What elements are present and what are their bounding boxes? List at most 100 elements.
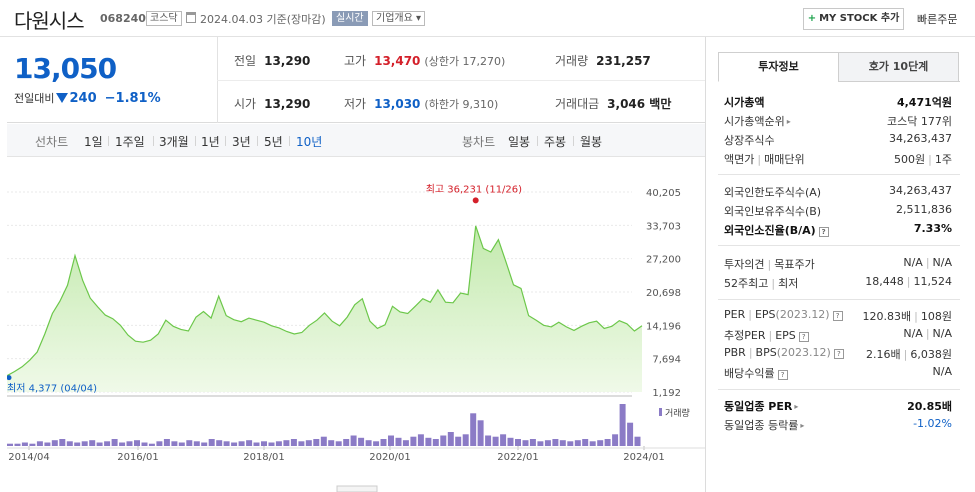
price-summary: 13,050 전일대비 240 −1.81% 전일 13,290 고가 13,470 (상… [7, 37, 705, 123]
upper-limit: (상한가 17,270) [424, 55, 506, 68]
volume-bar [335, 441, 342, 446]
tab-1d[interactable]: 1일 [84, 135, 103, 149]
volume-bar [537, 441, 544, 446]
divider [108, 136, 109, 146]
volume-bar [373, 441, 380, 446]
tab-investment-info[interactable]: 투자정보 [718, 52, 839, 82]
volume-bar [59, 439, 66, 446]
plus-icon: + [807, 13, 817, 24]
foreign-ratio-label: 외국인소진율(B/A)? [724, 222, 829, 238]
add-my-stock-button[interactable]: + MY STOCK 추가 [803, 8, 904, 30]
tab-1y[interactable]: 1년 [201, 135, 220, 149]
volume-bar [74, 442, 81, 446]
tab-daily[interactable]: 일봉 [508, 135, 531, 149]
volume-bar [44, 442, 51, 446]
chart-period-tabs: 선차트 1일 1주일 3개월 1년 3년 5년 10년 봉차트 일봉 주봉 월봉 [7, 124, 705, 157]
high-value: 13,470 [374, 54, 421, 68]
volume-bar [552, 439, 559, 446]
dividend-row: 배당수익률? N/A [724, 365, 952, 381]
arrow-icon: ▸ [786, 117, 791, 126]
arrow-icon: ▸ [800, 421, 805, 430]
tab-1w[interactable]: 1주일 [115, 135, 145, 149]
par-value-label: 액면가 | 매매단위 [724, 153, 805, 166]
par-value-row: 액면가 | 매매단위 500원 | 1주 [724, 151, 952, 167]
divider [153, 136, 154, 146]
help-icon[interactable]: ? [833, 349, 844, 359]
volume-bar [328, 440, 335, 446]
divider [718, 245, 960, 246]
volume-bar [231, 442, 238, 446]
quick-order-button[interactable]: 빠른주문 [917, 13, 958, 26]
max-point [472, 197, 479, 204]
tab-3y[interactable]: 3년 [232, 135, 251, 149]
divider [289, 136, 290, 146]
pbr-value: 2.16배 | 6,038원 [866, 348, 952, 361]
help-icon[interactable]: ? [818, 227, 829, 237]
volume-bar [320, 436, 327, 446]
open-label: 시가 [234, 97, 257, 111]
prev-close-label: 전일 [234, 54, 257, 68]
market-cap-rank-row: 시가총액순위 ▸ 코스닥 177위 [724, 113, 952, 129]
divider [718, 174, 960, 175]
company-overview-dropdown[interactable]: 기업개요 ▾ [372, 11, 425, 26]
market-cap-label: 시가총액 [724, 96, 765, 109]
opinion-value: N/A | N/A [903, 256, 952, 269]
tab-monthly[interactable]: 월봉 [580, 135, 603, 149]
volume-legend-swatch [659, 408, 662, 416]
market-cap-value: 4,471억원 [896, 96, 952, 109]
x-tick-label: 2016/01 [117, 452, 159, 463]
volume-bar [417, 434, 424, 446]
volume-bar [14, 443, 21, 446]
divider [573, 136, 574, 146]
sector-change-label: 동일업종 등락률 ▸ [724, 419, 805, 432]
trade-amount: 거래대금 3,046 백만 [555, 95, 671, 112]
realtime-button[interactable]: 실시간 [332, 11, 368, 26]
volume-bar [597, 440, 604, 446]
volume-bar [634, 436, 641, 446]
help-icon[interactable]: ? [777, 370, 788, 380]
x-tick-label: 2020/01 [369, 452, 411, 463]
min-point [7, 375, 12, 381]
volume-bar [589, 441, 596, 446]
low-label: 저가 [344, 97, 367, 111]
volume-bar [574, 440, 581, 446]
help-icon[interactable]: ? [832, 311, 843, 321]
y-tick-label: 40,205 [646, 188, 681, 199]
x-tick-label: 2024/01 [623, 452, 665, 463]
foreign-ratio-row: 외국인소진율(B/A)? 7.33% [724, 222, 952, 238]
volume-bar [216, 440, 223, 446]
volume-bar [141, 442, 148, 446]
volume-label: 거래량 [555, 54, 589, 68]
market-cap-row: 시가총액 4,471억원 [724, 94, 952, 110]
volume-bar [238, 441, 245, 446]
calendar-icon [186, 12, 196, 23]
volume-bar [156, 441, 163, 446]
volume-bar [186, 440, 193, 446]
tab-weekly[interactable]: 주봉 [544, 135, 567, 149]
foreign-holding-label: 외국인보유주식수(B) [724, 205, 822, 218]
listed-shares-value: 34,263,437 [889, 132, 952, 145]
tab-5y[interactable]: 5년 [264, 135, 283, 149]
tab-3m[interactable]: 3개월 [159, 135, 189, 149]
week52-label: 52주최고 | 최저 [724, 277, 799, 290]
company-name: 다원시스 [14, 9, 85, 33]
volume-bar [7, 443, 13, 446]
foreign-limit-value: 34,263,437 [889, 184, 952, 197]
tab-10y[interactable]: 10년 [296, 135, 323, 149]
divider [718, 389, 960, 390]
chart-resize-handle[interactable] [336, 485, 378, 492]
volume-bar [89, 440, 96, 446]
volume-bar [313, 439, 320, 446]
price-chart[interactable]: 40,205 33,703 27,200 20,698 14,196 7,694 1,192… [7, 158, 705, 492]
change-percent: −1.81% [104, 91, 161, 106]
tab-order-book[interactable]: 호가 10단계 [838, 52, 959, 82]
help-icon[interactable]: ? [798, 332, 809, 342]
volume-bar [500, 434, 507, 446]
volume-bar [283, 440, 290, 446]
volume-bar [350, 435, 357, 446]
market-cap-rank-label: 시가총액순위 ▸ [724, 115, 791, 128]
market-cap-rank-value: 코스닥 177위 [887, 115, 952, 128]
volume-value: 231,257 [596, 54, 651, 68]
arrow-icon: ▸ [794, 402, 799, 411]
change-amount: 240 [69, 91, 97, 106]
